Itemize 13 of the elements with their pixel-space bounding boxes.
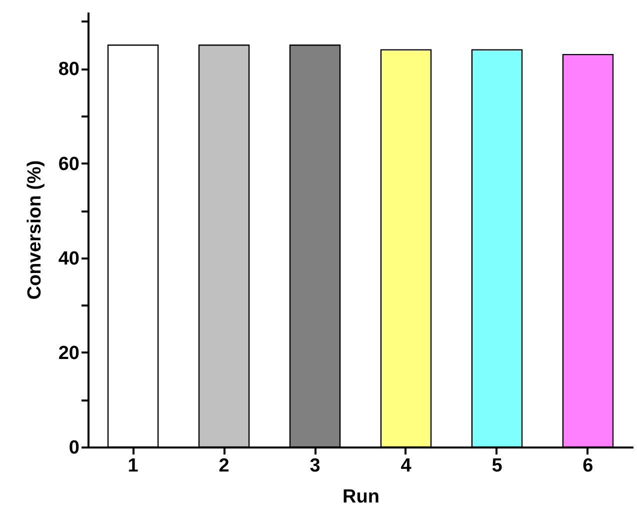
x-tick-label: 2 (218, 456, 230, 476)
x-tick-label: 6 (582, 456, 594, 476)
y-tick-label: 60 (58, 154, 80, 175)
x-tick-label: 1 (128, 456, 139, 476)
x-tick-label: 4 (400, 456, 412, 476)
x-tick-label: 3 (310, 456, 320, 476)
y-axis-title: Conversion (%) (24, 160, 46, 300)
y-tick-label: 80 (58, 59, 80, 80)
x-tick-label: 5 (492, 456, 503, 476)
x-axis-title: Run (342, 486, 380, 508)
y-tick-label: 20 (58, 342, 80, 364)
y-tick-label: 40 (58, 248, 80, 270)
y-tick-label: 0 (68, 438, 80, 458)
